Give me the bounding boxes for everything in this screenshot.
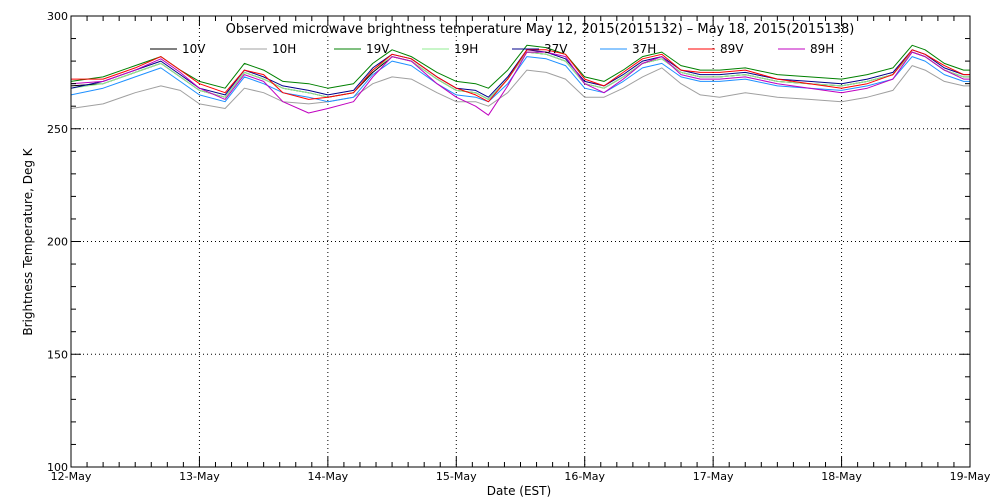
series-line-10h — [70, 65, 970, 109]
y-tick-label: 100 — [47, 461, 68, 474]
x-tick-label: 14-May — [307, 470, 348, 483]
x-tick-labels: 12-May 13-May 14-May 15-May 16-May 17-May 18-M… — [51, 470, 991, 483]
y-tick-label: 250 — [47, 123, 68, 136]
series-line-37h — [70, 56, 970, 103]
legend-label-89h: 89H — [810, 42, 834, 56]
x-tick-label: 16-May — [564, 470, 605, 483]
legend-label-19h: 19H — [454, 42, 478, 56]
y-axis-label: Brightness Temperature, Deg K — [21, 147, 35, 335]
series-line-89v — [71, 49, 970, 103]
x-tick-label: 17-May — [693, 470, 734, 483]
legend-label-37h: 37H — [632, 42, 656, 56]
axis-ticks — [70, 15, 971, 468]
series-line-19v — [70, 44, 970, 89]
legend-label-10v: 10V — [182, 42, 206, 56]
legend-label-37v: 37V — [544, 42, 568, 56]
legend-label-19v: 19V — [366, 42, 390, 56]
series-line-89h — [70, 51, 970, 116]
x-tick-label: 12-May — [51, 470, 92, 483]
y-tick-label: 300 — [47, 10, 68, 23]
data-series — [70, 44, 970, 116]
x-tick-label: 18-May — [821, 470, 862, 483]
x-tick-label: 19-May — [950, 470, 991, 483]
legend-label-89v: 89V — [720, 42, 744, 56]
x-axis-label: Date (EST) — [487, 484, 551, 498]
x-tick-label: 15-May — [436, 470, 477, 483]
y-tick-label: 150 — [47, 348, 68, 361]
legend-label-10h: 10H — [272, 42, 296, 56]
x-tick-label: 13-May — [179, 470, 220, 483]
chart-title: Observed microwave brightness temperatur… — [226, 22, 855, 37]
legend: 10V 10H 19V 19H 37V 37H 89V 89H — [150, 42, 834, 56]
y-tick-label: 200 — [47, 236, 68, 249]
y-tick-labels: 100 150 200 250 300 — [47, 10, 68, 474]
